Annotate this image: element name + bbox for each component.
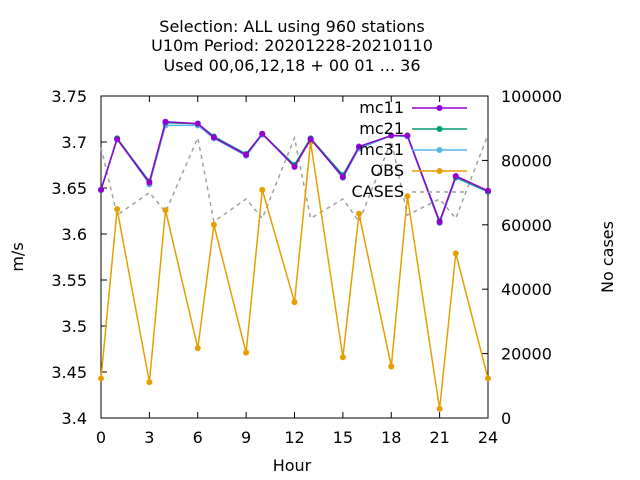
data-point-obs xyxy=(114,206,121,213)
data-point-obs xyxy=(98,375,104,382)
y-tick-label: 3.75 xyxy=(51,87,87,106)
data-point-obs xyxy=(404,193,411,200)
legend-label: mc31 xyxy=(359,140,404,159)
series-line-cases xyxy=(100,134,489,224)
data-point-obs xyxy=(356,210,362,217)
legend-marker xyxy=(436,168,443,174)
y2-tick-label: 20000 xyxy=(501,345,552,364)
x-tick-label: 9 xyxy=(241,428,251,447)
series-mc11 xyxy=(98,118,491,226)
data-point-mc11 xyxy=(210,134,217,141)
x-tick-label: 6 xyxy=(193,428,203,447)
y2-axis-label: No cases xyxy=(598,221,617,293)
x-tick-label: 24 xyxy=(478,428,498,447)
series-cases xyxy=(100,134,489,224)
legend-label: mc21 xyxy=(359,119,404,138)
y2-tick-label: 60000 xyxy=(501,216,552,235)
data-point-mc11 xyxy=(452,173,459,180)
y2-tick-label: 0 xyxy=(501,409,511,428)
y-tick-label: 3.4 xyxy=(62,409,87,428)
data-point-obs xyxy=(339,354,346,361)
data-point-mc11 xyxy=(485,187,491,194)
series-mc21 xyxy=(98,119,491,225)
legend-item-obs: OBS xyxy=(371,161,467,180)
x-axis-label: Hour xyxy=(273,456,312,475)
data-point-obs xyxy=(388,363,395,370)
data-point-mc11 xyxy=(194,120,201,127)
legend-label: CASES xyxy=(351,182,404,201)
data-point-obs xyxy=(194,345,201,352)
x-tick-label: 21 xyxy=(429,428,449,447)
series-line-obs xyxy=(100,141,489,409)
y2-axis-ticks: 0 20000 40000 60000 80000 100000 xyxy=(482,87,562,428)
legend-marker xyxy=(436,126,443,132)
legend-item-cases: CASES xyxy=(351,182,467,201)
y-tick-label: 3.55 xyxy=(51,271,87,290)
y-tick-label: 3.6 xyxy=(62,225,87,244)
chart-title: Selection: ALL using 960 stations U10m P… xyxy=(151,17,433,75)
x-tick-label: 12 xyxy=(284,428,304,447)
y-tick-label: 3.5 xyxy=(62,317,87,336)
legend: mc11 mc21 mc31 OBS CASES xyxy=(351,98,467,201)
y2-tick-label: 40000 xyxy=(501,280,552,299)
data-point-obs xyxy=(259,186,266,193)
data-point-mc11 xyxy=(291,163,298,170)
data-point-mc11 xyxy=(436,219,443,226)
y-tick-label: 3.45 xyxy=(51,363,87,382)
data-point-mc11 xyxy=(243,151,250,158)
title-line-3: Used 00,06,12,18 + 00 01 ... 36 xyxy=(164,56,421,75)
legend-marker xyxy=(436,105,443,111)
data-point-mc11 xyxy=(307,136,314,143)
x-tick-label: 18 xyxy=(381,428,401,447)
legend-marker xyxy=(436,147,443,153)
y2-tick-label: 100000 xyxy=(501,87,562,106)
legend-item-mc11: mc11 xyxy=(359,98,467,117)
x-tick-label: 15 xyxy=(333,428,353,447)
y2-tick-label: 80000 xyxy=(501,151,552,170)
x-tick-label: 3 xyxy=(144,428,154,447)
data-point-obs xyxy=(485,375,491,382)
data-point-obs xyxy=(452,250,459,257)
data-point-mc11 xyxy=(356,143,362,150)
series-line-mc31 xyxy=(100,124,489,226)
y-axis-ticks: 3.4 3.45 3.5 3.55 3.6 3.65 3.7 3.75 xyxy=(51,87,107,428)
legend-label: OBS xyxy=(371,161,404,180)
data-point-mc11 xyxy=(114,136,121,143)
data-point-obs xyxy=(162,207,169,214)
y-tick-label: 3.7 xyxy=(62,133,87,152)
legend-label: mc11 xyxy=(359,98,404,117)
data-point-obs xyxy=(146,379,153,386)
legend-item-mc31: mc31 xyxy=(359,140,467,159)
data-point-obs xyxy=(436,405,443,412)
data-point-obs xyxy=(210,221,217,228)
legend-item-mc21: mc21 xyxy=(359,119,467,138)
x-axis-ticks: 0 3 6 9 12 15 18 21 24 xyxy=(96,96,498,447)
title-line-1: Selection: ALL using 960 stations xyxy=(159,17,424,36)
data-point-mc11 xyxy=(162,118,169,125)
y-tick-label: 3.65 xyxy=(51,179,87,198)
data-point-mc11 xyxy=(404,132,411,139)
series-obs xyxy=(98,139,491,412)
data-point-mc11 xyxy=(146,179,153,186)
data-point-obs xyxy=(291,299,298,306)
data-point-mc11 xyxy=(339,173,346,180)
data-point-mc11 xyxy=(259,130,266,137)
data-point-mc11 xyxy=(98,186,104,193)
data-point-mc11 xyxy=(388,132,395,139)
data-point-obs xyxy=(243,349,250,356)
series-group xyxy=(98,118,491,412)
y-axis-label: m/s xyxy=(8,242,27,271)
x-tick-label: 0 xyxy=(96,428,106,447)
title-line-2: U10m Period: 20201228-20210110 xyxy=(151,36,433,55)
